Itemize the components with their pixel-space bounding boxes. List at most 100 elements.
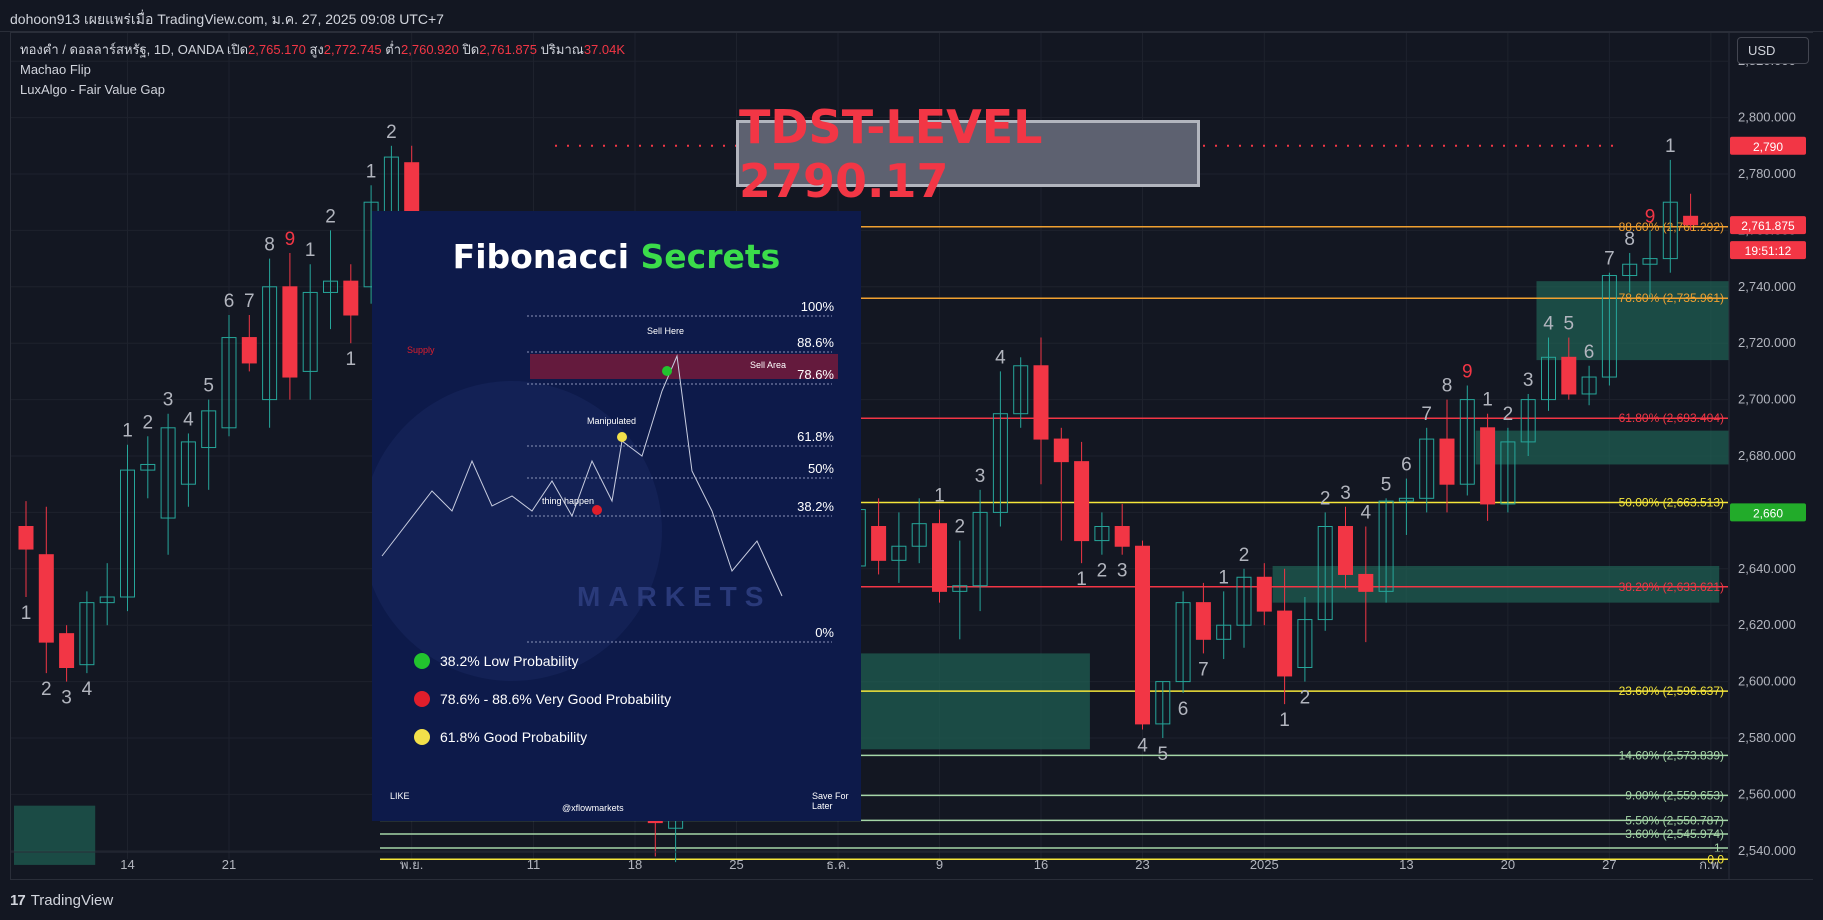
promo-green-dot xyxy=(662,366,672,376)
price-tag xyxy=(1730,241,1806,260)
promo-legend-verygood-label: 78.6% - 88.6% Very Good Probability xyxy=(440,691,672,707)
symbol-ohlc-line: ทองคำ / ดอลลาร์สหรัฐ, 1D, OANDA เปิด2,76… xyxy=(20,40,625,60)
open-value: 2,765.170 xyxy=(248,42,306,57)
x-tick-label: 23 xyxy=(1135,857,1149,872)
td-count-label: 2 xyxy=(955,517,966,538)
promo-legend-verygood: 78.6% - 88.6% Very Good Probability xyxy=(414,691,671,707)
candle-body xyxy=(1277,610,1293,677)
td-count-label: 4 xyxy=(1543,314,1554,335)
x-tick-label: 16 xyxy=(1034,857,1048,872)
td-count-label: 2 xyxy=(325,206,336,227)
td-count-label: 7 xyxy=(1421,404,1432,425)
symbol-name[interactable]: ทองคำ / ดอลลาร์สหรัฐ, 1D, OANDA xyxy=(20,42,224,57)
promo-legend-good: 61.8% Good Probability xyxy=(414,729,587,745)
y-tick-label: 2,620.000 xyxy=(1738,617,1796,632)
td-count-label: 7 xyxy=(1604,249,1615,270)
x-tick-label: พ.ย. xyxy=(400,857,423,872)
candle-body xyxy=(891,545,907,561)
promo-title-white: Fibonacci xyxy=(452,237,630,276)
td-count-label: 4 xyxy=(995,347,1006,368)
td-count-label: 1 xyxy=(122,421,133,442)
candle-body xyxy=(1175,602,1191,683)
td-count-label: 1 xyxy=(934,486,945,507)
promo-level-label: 61.8% xyxy=(797,429,834,444)
low-value: 2,760.920 xyxy=(401,42,459,57)
td-count-label: 3 xyxy=(163,390,174,411)
fib-level-label: 23.60% (2,596.637) xyxy=(1619,684,1724,698)
candle-body xyxy=(1378,500,1394,592)
candle-body xyxy=(871,526,887,561)
close-value: 2,761.875 xyxy=(479,42,538,57)
promo-price-path xyxy=(381,354,783,597)
published-line: dohoon913 เผยแพร่เมื่อ TradingView.com, … xyxy=(10,11,444,27)
promo-annotation: Supply xyxy=(407,345,435,355)
fvg-zone xyxy=(1536,281,1760,361)
td-count-label: 4 xyxy=(183,409,194,430)
td-count-label: 2 xyxy=(1300,688,1311,709)
promo-annotation: Sell Area xyxy=(750,360,786,370)
td-count-label: 2 xyxy=(41,679,52,700)
candle-body xyxy=(1439,438,1455,485)
promo-title: Fibonacci Secrets xyxy=(372,237,861,276)
promo-level-label: 50% xyxy=(808,461,834,476)
td-count-label: 4 xyxy=(1361,503,1372,524)
td-count-label: 1 xyxy=(1218,567,1229,588)
td-count-label: 8 xyxy=(1624,229,1635,250)
footer-brand: TradingView xyxy=(30,891,114,909)
candle-body xyxy=(180,441,196,485)
candle-body xyxy=(140,463,156,471)
promo-like: LIKE xyxy=(390,791,410,801)
y-tick-label: 2,680.000 xyxy=(1738,448,1796,463)
x-tick-label: 25 xyxy=(729,857,743,872)
candle-body xyxy=(1500,441,1516,505)
candle-body xyxy=(1053,438,1069,463)
fvg-zone xyxy=(846,653,1090,750)
td-count-label: 5 xyxy=(1381,474,1392,495)
price-tag-label: 19:51:12 xyxy=(1745,244,1792,258)
indicator-machao[interactable]: Machao Flip xyxy=(20,62,91,77)
candle-body xyxy=(201,410,217,449)
candle-body xyxy=(1520,399,1536,443)
candle-body xyxy=(1256,576,1272,612)
candle-body xyxy=(120,469,135,598)
candle-body xyxy=(1642,258,1658,265)
candle-body xyxy=(59,633,75,668)
candle-body xyxy=(99,596,115,604)
candle-body xyxy=(1662,201,1678,260)
td-count-label: 1 xyxy=(346,349,357,370)
fib-level-label: 0.0 xyxy=(1707,852,1724,866)
candle-body xyxy=(262,286,278,401)
x-tick-label: 18 xyxy=(628,857,642,872)
td-count-label: 7 xyxy=(1198,659,1209,680)
open-label: เปิด xyxy=(226,42,249,57)
candle-body xyxy=(79,602,95,666)
publish-bar: dohoon913 เผยแพร่เมื่อ TradingView.com, … xyxy=(0,0,1823,32)
td-count-label: 4 xyxy=(82,679,93,700)
candle-body xyxy=(1094,526,1110,542)
y-tick-label: 2,600.000 xyxy=(1738,674,1796,689)
candle-body xyxy=(323,280,338,293)
candle-body xyxy=(1074,461,1090,542)
td-count-label: 2 xyxy=(143,412,154,433)
promo-level-label: 78.6% xyxy=(797,367,834,382)
td-count-label: 1 xyxy=(1665,136,1676,157)
candle-body xyxy=(1358,573,1374,592)
candle-body xyxy=(1459,399,1475,485)
td-count-label: 2 xyxy=(1320,488,1331,509)
indicator-fvg[interactable]: LuxAlgo - Fair Value Gap xyxy=(20,82,165,97)
promo-level-label: 38.2% xyxy=(797,499,834,514)
candle-body xyxy=(1561,356,1577,395)
candle-body xyxy=(1338,526,1353,575)
td-count-label: 1 xyxy=(366,161,377,182)
promo-save: Save For Later xyxy=(812,791,849,811)
price-tag xyxy=(1730,136,1806,155)
candle-body xyxy=(1683,215,1699,226)
fvg-zone xyxy=(1475,430,1760,465)
y-tick-label: 2,580.000 xyxy=(1738,730,1796,745)
currency-button[interactable]: USD xyxy=(1737,37,1809,64)
td-count-label: 5 xyxy=(1564,314,1575,335)
candle-body xyxy=(18,526,34,550)
td-count-label: 4 xyxy=(1137,736,1148,757)
high-value: 2,772.745 xyxy=(323,42,382,57)
candle-body xyxy=(282,286,298,378)
